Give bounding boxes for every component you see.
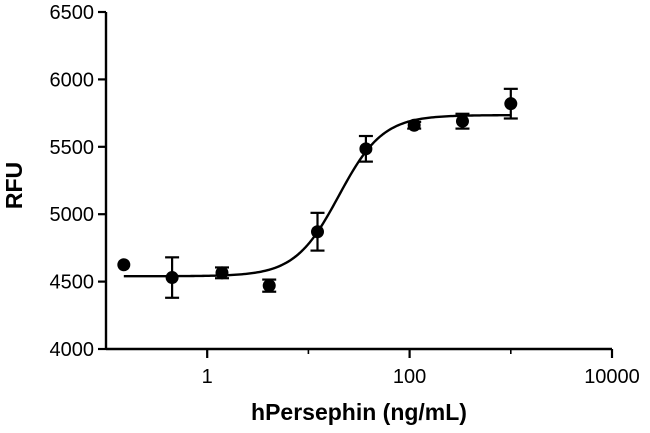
y-tick-label: 4500: [50, 272, 95, 294]
fit-curve: [123, 113, 511, 278]
x-axis-title: hPersephin (ng/mL): [251, 399, 467, 425]
data-point: [310, 225, 324, 239]
x-tick-label: 10000: [584, 366, 640, 388]
data-point: [262, 279, 276, 293]
x-tick-label: 100: [393, 366, 426, 388]
data-point: [117, 258, 131, 272]
y-tick-label: 4000: [50, 339, 95, 361]
x-tick-label: 1: [202, 366, 213, 388]
data-points: [117, 87, 518, 299]
y-tick-label: 5500: [50, 137, 95, 159]
y-tick-label: 5000: [50, 204, 95, 226]
data-point: [215, 266, 229, 280]
y-tick-label: 6500: [50, 2, 95, 24]
y-tick-label: 6000: [50, 69, 95, 91]
data-point: [504, 97, 518, 111]
data-point: [455, 114, 469, 128]
y-axis-title: RFU: [1, 162, 27, 209]
data-point: [407, 118, 421, 132]
data-point: [359, 142, 373, 156]
data-point: [165, 271, 179, 285]
x-axis-ticks: 1 100 10000: [202, 349, 640, 388]
axes: [104, 12, 612, 351]
y-axis-ticks: 4000 4500 5000 5500 6000 6500: [50, 2, 106, 361]
